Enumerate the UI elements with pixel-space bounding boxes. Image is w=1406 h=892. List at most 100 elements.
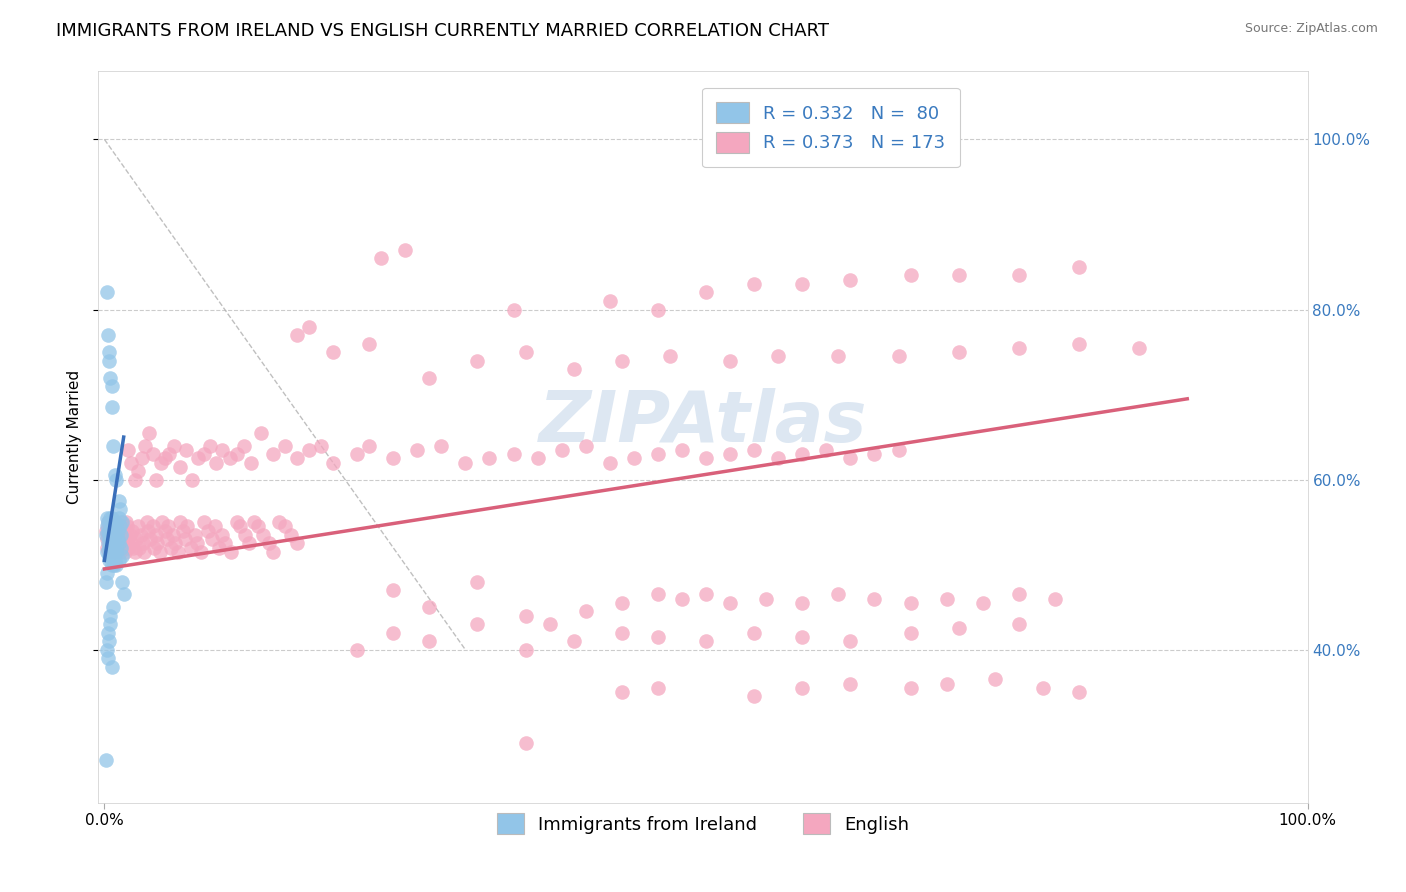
Point [190, 545, 212, 559]
Point [610, 353, 633, 368]
Y-axis label: Currently Married: Currently Married [67, 370, 83, 504]
Point [815, 442, 838, 457]
Point [900, 681, 922, 695]
Point [108, 511, 131, 525]
Point [887, 349, 910, 363]
Point [948, 268, 970, 283]
Legend: Immigrants from Ireland, English: Immigrants from Ireland, English [489, 806, 917, 841]
Point [107, 524, 129, 538]
Point [406, 442, 429, 457]
Point [259, 536, 281, 550]
Point [418, 634, 440, 648]
Point [112, 587, 135, 601]
Point [98, 524, 121, 538]
Point [96, 642, 118, 657]
Point [153, 524, 176, 538]
Point [1067, 336, 1090, 351]
Point [124, 473, 146, 487]
Point [382, 451, 405, 466]
Point [599, 456, 621, 470]
Point [252, 528, 274, 542]
Point [120, 536, 142, 550]
Point [98, 549, 121, 563]
Point [104, 553, 127, 567]
Point [233, 439, 256, 453]
Point [274, 439, 297, 453]
Point [1067, 260, 1090, 274]
Point [156, 532, 179, 546]
Point [225, 515, 247, 529]
Point [105, 541, 128, 555]
Point [647, 681, 669, 695]
Point [550, 442, 572, 457]
Point [839, 677, 862, 691]
Point [110, 515, 132, 529]
Point [135, 515, 157, 529]
Text: IMMIGRANTS FROM IRELAND VS ENGLISH CURRENTLY MARRIED CORRELATION CHART: IMMIGRANTS FROM IRELAND VS ENGLISH CURRE… [56, 22, 830, 40]
Point [103, 558, 125, 572]
Point [285, 536, 308, 550]
Point [526, 451, 548, 466]
Point [610, 596, 633, 610]
Point [107, 519, 129, 533]
Point [169, 515, 191, 529]
Point [128, 541, 150, 555]
Point [100, 608, 122, 623]
Point [108, 553, 131, 567]
Point [695, 634, 717, 648]
Point [214, 536, 236, 550]
Point [238, 536, 260, 550]
Point [114, 545, 136, 559]
Point [145, 528, 167, 542]
Point [105, 524, 128, 538]
Point [346, 642, 368, 657]
Point [101, 600, 124, 615]
Point [112, 541, 135, 555]
Point [97, 651, 120, 665]
Point [647, 302, 669, 317]
Point [394, 243, 416, 257]
Point [454, 456, 477, 470]
Point [108, 545, 131, 559]
Point [792, 447, 814, 461]
Point [105, 515, 128, 529]
Point [97, 515, 120, 529]
Point [792, 681, 814, 695]
Point [112, 528, 135, 542]
Point [157, 519, 180, 533]
Point [146, 536, 169, 550]
Point [98, 353, 121, 368]
Point [94, 524, 117, 538]
Point [180, 541, 202, 555]
Point [1008, 268, 1031, 283]
Point [96, 511, 118, 525]
Point [100, 532, 122, 546]
Point [108, 519, 131, 533]
Point [562, 362, 585, 376]
Point [101, 439, 124, 453]
Point [575, 604, 598, 618]
Point [100, 558, 122, 572]
Point [200, 439, 222, 453]
Point [863, 447, 886, 461]
Point [478, 451, 501, 466]
Point [117, 519, 139, 533]
Point [262, 447, 284, 461]
Point [103, 536, 125, 550]
Point [1043, 591, 1066, 606]
Point [104, 536, 127, 550]
Point [149, 456, 172, 470]
Point [204, 519, 226, 533]
Point [96, 285, 118, 300]
Point [515, 736, 537, 750]
Point [467, 353, 489, 368]
Point [418, 600, 440, 615]
Point [972, 596, 994, 610]
Point [97, 525, 120, 540]
Point [718, 447, 741, 461]
Text: ZIPAtlas: ZIPAtlas [538, 388, 868, 457]
Point [153, 451, 176, 466]
Point [467, 574, 489, 589]
Point [647, 630, 669, 644]
Point [110, 524, 132, 538]
